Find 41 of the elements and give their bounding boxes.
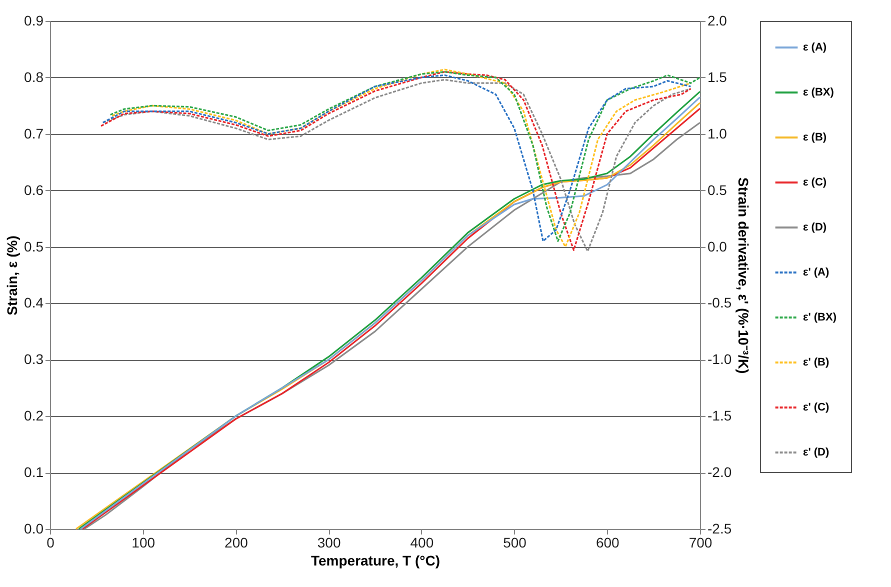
y-tick-label: 0.0	[24, 520, 44, 536]
x-tick-label: 700	[688, 534, 712, 550]
y-tick-label: 0.6	[24, 182, 44, 198]
x-tick-label: 300	[317, 534, 341, 550]
x-tick-label: 500	[503, 534, 527, 550]
y-tick-label: 0.7	[24, 125, 44, 142]
y2-tick-label: 2.0	[708, 12, 728, 28]
y-tick-label: 0.9	[24, 12, 44, 28]
legend-label: ε' (A)	[803, 266, 830, 278]
y-tick-label: 0.4	[24, 294, 44, 311]
legend-label: ε' (C)	[803, 402, 830, 414]
y2-tick-label: -2.5	[708, 520, 732, 536]
y2-tick-label: 1.0	[708, 125, 728, 142]
legend-label: ε (D)	[803, 222, 827, 234]
y2-axis-title: Strain derivative, ε' (%·10⁻³/K)	[736, 177, 752, 374]
legend-label: ε (C)	[803, 176, 827, 188]
legend-label: ε' (D)	[803, 446, 830, 458]
x-axis-title: Temperature, T (°C)	[310, 552, 440, 568]
y-tick-label: 0.8	[24, 68, 44, 85]
x-tick-label: 0	[46, 534, 55, 550]
y2-tick-label: -0.5	[708, 294, 732, 311]
x-tick-label: 400	[410, 534, 434, 550]
y-tick-label: 0.1	[24, 464, 44, 480]
legend-label: ε (B)	[803, 132, 827, 144]
x-tick-label: 100	[132, 534, 156, 550]
y2-tick-label: 0.0	[708, 238, 728, 254]
y-axis-title: Strain, ε (%)	[4, 236, 20, 316]
y2-tick-label: 1.5	[708, 68, 728, 85]
legend-label: ε' (BX)	[803, 312, 837, 324]
x-tick-label: 600	[596, 534, 620, 550]
x-tick-label: 200	[224, 534, 248, 550]
legend-label: ε (A)	[803, 42, 827, 54]
y2-tick-label: -1.5	[708, 408, 732, 424]
legend-label: ε' (B)	[803, 356, 830, 368]
legend-label: ε (BX)	[803, 86, 834, 98]
y-tick-label: 0.5	[24, 238, 44, 254]
y2-tick-label: -2.0	[708, 464, 732, 480]
y2-tick-label: -1.0	[708, 351, 732, 368]
y-tick-label: 0.2	[24, 408, 44, 424]
y-tick-label: 0.3	[24, 351, 44, 368]
y2-tick-label: 0.5	[708, 182, 728, 198]
